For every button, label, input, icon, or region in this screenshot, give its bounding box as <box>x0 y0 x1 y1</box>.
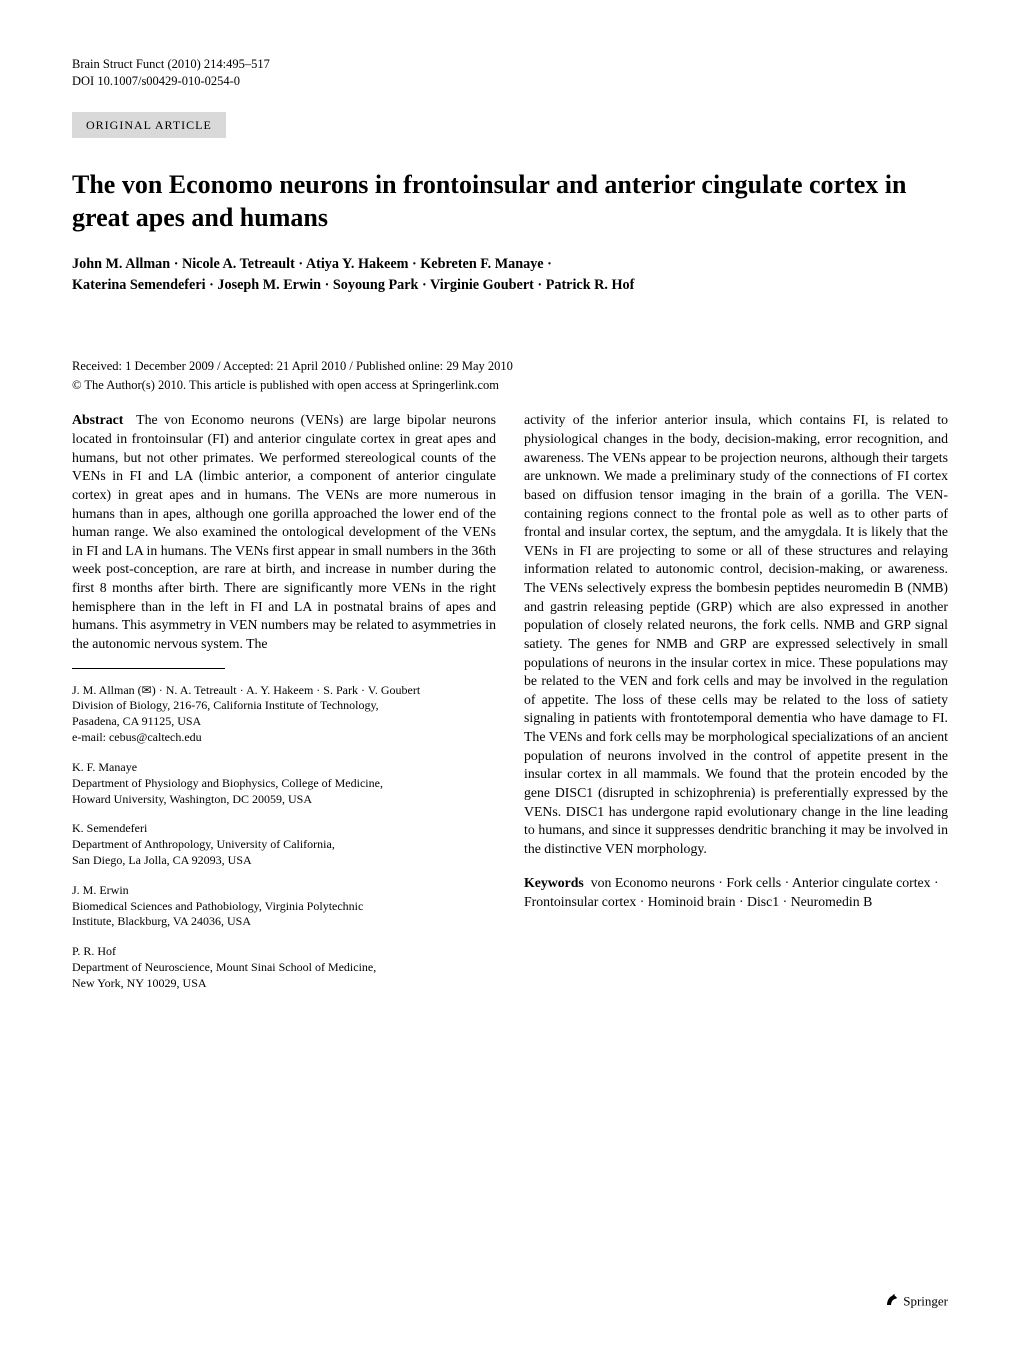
affiliation-line: Institute, Blackburg, VA 24036, USA <box>72 914 496 930</box>
affiliation-line: Department of Anthropology, University o… <box>72 837 496 853</box>
article-type-tag: ORIGINAL ARTICLE <box>72 112 226 138</box>
keywords-label: Keywords <box>524 875 584 890</box>
affiliation-authors: J. M. Allman (✉) · N. A. Tetreault · A. … <box>72 683 496 699</box>
authors-line: John M. Allman · Nicole A. Tetreault · A… <box>72 254 948 275</box>
affiliation-separator <box>72 668 225 669</box>
affiliation-line: Department of Physiology and Biophysics,… <box>72 776 496 792</box>
right-column: activity of the inferior anterior insula… <box>524 411 948 991</box>
affiliation-line: San Diego, La Jolla, CA 92093, USA <box>72 853 496 869</box>
affiliation-email: e-mail: cebus@caltech.edu <box>72 730 496 746</box>
publisher-footer: Springer <box>884 1292 948 1313</box>
keywords-text: von Economo neurons · Fork cells · Anter… <box>524 875 939 909</box>
abstract-body-left: The von Economo neurons (VENs) are large… <box>72 412 496 651</box>
publisher-name: Springer <box>903 1294 948 1309</box>
authors-line: Katerina Semendeferi · Joseph M. Erwin ·… <box>72 275 948 296</box>
affiliation-line: Pasadena, CA 91125, USA <box>72 714 496 730</box>
affiliation-authors: K. F. Manaye <box>72 760 496 776</box>
affiliation-line: Howard University, Washington, DC 20059,… <box>72 792 496 808</box>
abstract-paragraph: Abstract The von Economo neurons (VENs) … <box>72 411 496 653</box>
affiliation-block: K. Semendeferi Department of Anthropolog… <box>72 821 496 868</box>
article-title: The von Economo neurons in frontoinsular… <box>72 168 948 235</box>
article-dates: Received: 1 December 2009 / Accepted: 21… <box>72 358 948 375</box>
copyright-line: © The Author(s) 2010. This article is pu… <box>72 377 948 394</box>
left-column: Abstract The von Economo neurons (VENs) … <box>72 411 496 991</box>
running-header: Brain Struct Funct (2010) 214:495–517 DO… <box>72 56 948 90</box>
affiliation-block: P. R. Hof Department of Neuroscience, Mo… <box>72 944 496 991</box>
doi: DOI 10.1007/s00429-010-0254-0 <box>72 73 270 90</box>
author-list: John M. Allman · Nicole A. Tetreault · A… <box>72 254 948 295</box>
abstract-label: Abstract <box>72 412 123 427</box>
affiliation-line: Department of Neuroscience, Mount Sinai … <box>72 960 496 976</box>
affiliation-block: K. F. Manaye Department of Physiology an… <box>72 760 496 807</box>
affiliation-block: J. M. Allman (✉) · N. A. Tetreault · A. … <box>72 683 496 746</box>
affiliation-authors: P. R. Hof <box>72 944 496 960</box>
affiliation-line: Division of Biology, 216-76, California … <box>72 698 496 714</box>
springer-horse-icon <box>884 1292 900 1313</box>
two-column-body: Abstract The von Economo neurons (VENs) … <box>72 411 948 991</box>
affiliation-line: Biomedical Sciences and Pathobiology, Vi… <box>72 899 496 915</box>
affiliation-authors: J. M. Erwin <box>72 883 496 899</box>
journal-ref: Brain Struct Funct (2010) 214:495–517 <box>72 56 270 73</box>
keywords-paragraph: Keywords von Economo neurons · Fork cell… <box>524 874 948 911</box>
affiliation-authors: K. Semendeferi <box>72 821 496 837</box>
abstract-body-right: activity of the inferior anterior insula… <box>524 411 948 858</box>
affiliation-block: J. M. Erwin Biomedical Sciences and Path… <box>72 883 496 930</box>
affiliation-line: New York, NY 10029, USA <box>72 976 496 992</box>
